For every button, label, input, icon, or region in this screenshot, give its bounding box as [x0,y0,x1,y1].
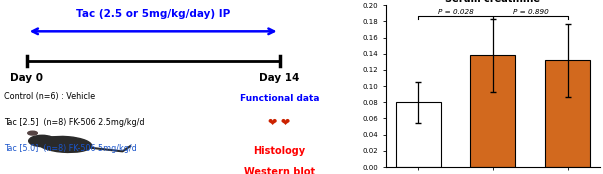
Bar [396,102,441,167]
Text: Tac [2.5]  (n=8) FK-506 2.5mg/kg/d: Tac [2.5] (n=8) FK-506 2.5mg/kg/d [4,118,144,127]
Text: Functional data: Functional data [240,94,319,103]
Text: Day 14: Day 14 [259,73,300,83]
Text: Tac (2.5 or 5mg/kg/day) IP: Tac (2.5 or 5mg/kg/day) IP [76,9,230,19]
Bar [470,55,516,167]
Text: P = 0.890: P = 0.890 [513,9,548,15]
Text: Tac [5.0]  (n=8) FK-506 5mg/kg/d: Tac [5.0] (n=8) FK-506 5mg/kg/d [4,144,136,153]
Text: ❤ ❤: ❤ ❤ [268,118,291,128]
Text: Histology: Histology [253,146,306,156]
Text: Control (n=6) : Vehicle: Control (n=6) : Vehicle [4,92,95,101]
Title: Serum creatinine: Serum creatinine [446,0,540,5]
Text: Day 0: Day 0 [10,73,43,83]
Bar [545,60,590,167]
Text: Western blot: Western blot [244,167,315,174]
Text: P = 0.028: P = 0.028 [438,9,473,15]
Ellipse shape [28,131,37,135]
Ellipse shape [39,136,92,152]
Ellipse shape [29,135,55,147]
